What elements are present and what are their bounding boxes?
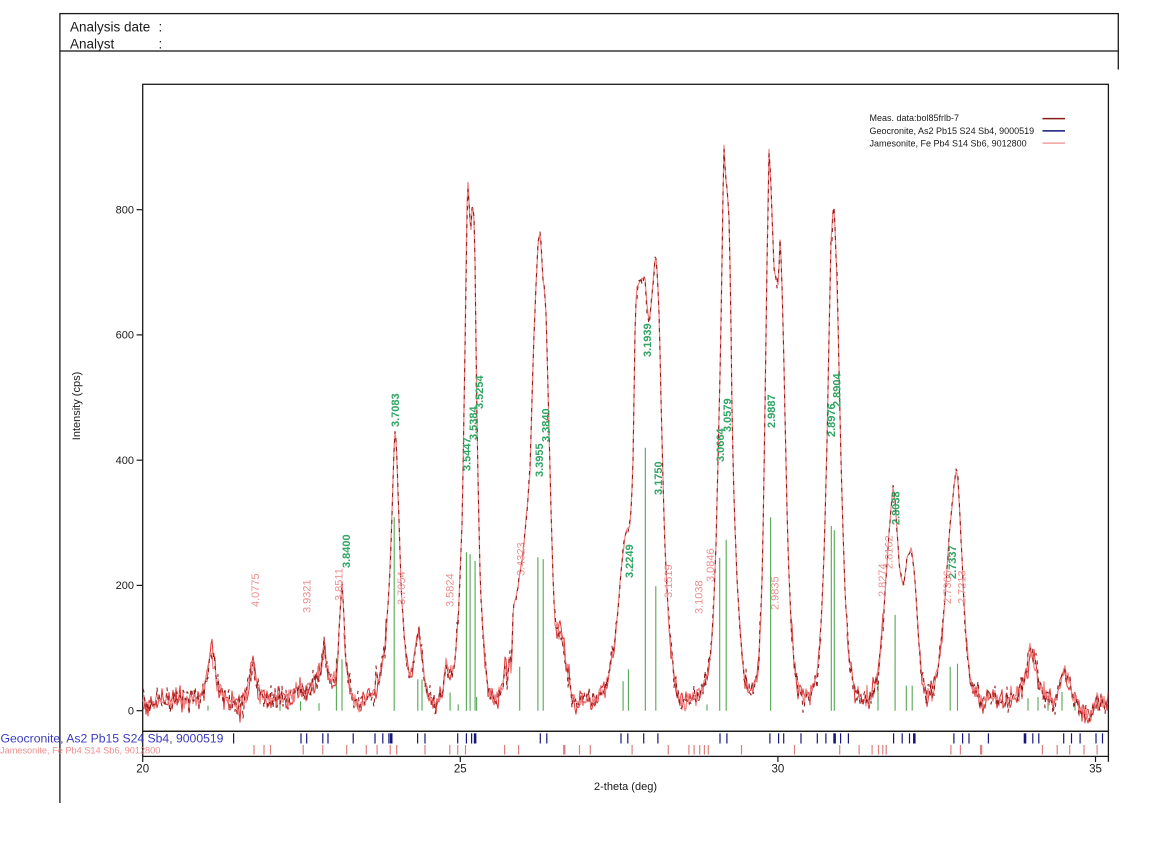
svg-text:Analyst: Analyst — [70, 37, 115, 52]
svg-text:2.7213: 2.7213 — [957, 570, 969, 604]
svg-text:25: 25 — [454, 764, 467, 776]
svg-text:3.1750: 3.1750 — [653, 461, 665, 495]
svg-text:3.0664: 3.0664 — [715, 427, 727, 462]
svg-text:Jamesonite, Fe Pb4 S14 Sb6, 90: Jamesonite, Fe Pb4 S14 Sb6, 9012800 — [870, 139, 1027, 149]
svg-text:20: 20 — [136, 764, 149, 776]
svg-text:3.8511: 3.8511 — [334, 568, 346, 601]
svg-text:3.7054: 3.7054 — [396, 571, 408, 605]
svg-text:3.8400: 3.8400 — [341, 534, 353, 568]
svg-text:3.4323: 3.4323 — [516, 542, 528, 576]
svg-text:35: 35 — [1089, 764, 1102, 776]
svg-text:3.1038: 3.1038 — [693, 580, 705, 614]
svg-text:800: 800 — [116, 205, 134, 217]
svg-text:Geocronite, As2 Pb15 S24 Sb4,: Geocronite, As2 Pb15 S24 Sb4, 9000519 — [870, 126, 1035, 136]
svg-text:Jamesonite, Fe Pb4 S14 Sb6, 90: Jamesonite, Fe Pb4 S14 Sb6, 9012800 — [0, 746, 160, 756]
svg-text:600: 600 — [116, 330, 134, 342]
svg-text:3.5384: 3.5384 — [468, 405, 480, 440]
svg-text:3.0579: 3.0579 — [722, 398, 734, 432]
svg-text:2-theta (deg): 2-theta (deg) — [594, 781, 657, 793]
svg-text:3.3840: 3.3840 — [540, 408, 552, 442]
svg-text:3.0846: 3.0846 — [705, 548, 717, 582]
svg-text:3.7083: 3.7083 — [390, 393, 402, 427]
svg-text:400: 400 — [116, 455, 134, 467]
svg-text:2.8976: 2.8976 — [826, 403, 838, 437]
svg-text:3.9321: 3.9321 — [301, 579, 313, 613]
svg-text:Geocronite, As2 Pb15 S24 Sb4,: Geocronite, As2 Pb15 S24 Sb4, 9000519 — [1, 732, 224, 746]
svg-text:3.1519: 3.1519 — [663, 564, 675, 598]
svg-text:2.8038: 2.8038 — [891, 491, 903, 525]
svg-text:30: 30 — [772, 764, 785, 776]
svg-text:Meas. data:bol85frlb-7: Meas. data:bol85frlb-7 — [870, 113, 960, 123]
svg-text::: : — [159, 37, 163, 52]
svg-text:2.9887: 2.9887 — [766, 394, 778, 428]
svg-text:3.5824: 3.5824 — [444, 573, 456, 607]
svg-text:2.9835: 2.9835 — [770, 576, 782, 610]
svg-text:3.1939: 3.1939 — [642, 323, 654, 357]
svg-text:2.8904: 2.8904 — [832, 372, 844, 407]
svg-text:3.3955: 3.3955 — [534, 443, 546, 477]
svg-text:Analysis date: Analysis date — [70, 20, 150, 35]
svg-text:Intensity (cps): Intensity (cps) — [71, 372, 83, 440]
svg-text:2.7337: 2.7337 — [947, 545, 959, 579]
svg-text:3.2249: 3.2249 — [624, 544, 636, 578]
svg-text::: : — [159, 20, 163, 35]
svg-text:0: 0 — [128, 706, 134, 718]
svg-text:200: 200 — [116, 580, 134, 592]
svg-text:2.8274: 2.8274 — [877, 563, 889, 597]
svg-text:2.7366: 2.7366 — [942, 570, 954, 604]
svg-text:3.5254: 3.5254 — [474, 374, 486, 409]
svg-text:3.5447: 3.5447 — [462, 437, 474, 471]
svg-text:4.0775: 4.0775 — [250, 573, 262, 607]
svg-text:2.8162: 2.8162 — [884, 535, 896, 569]
